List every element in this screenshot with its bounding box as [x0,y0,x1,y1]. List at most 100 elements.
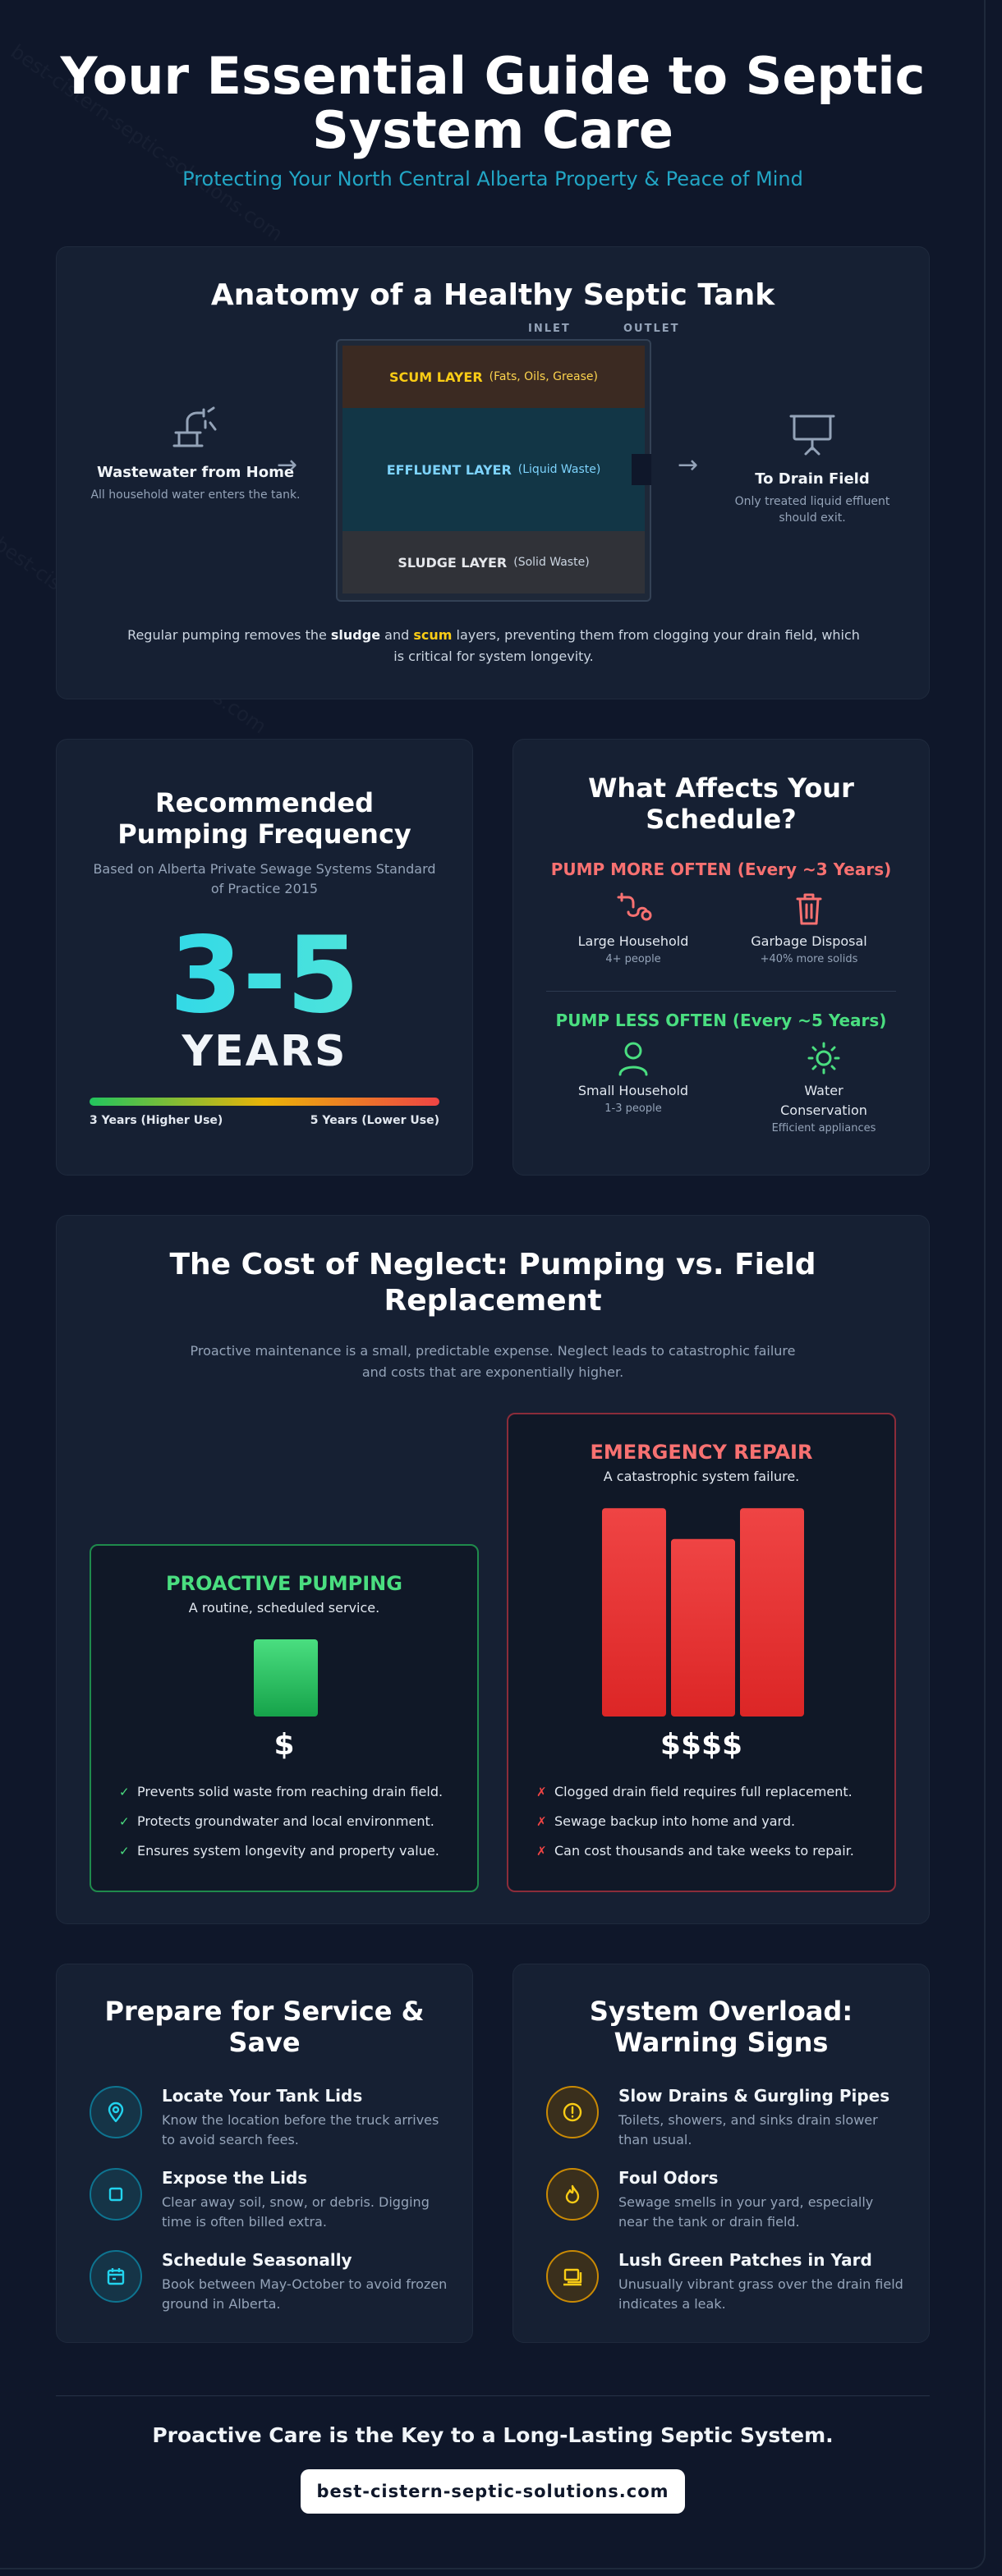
cost-bar [740,1508,804,1717]
sign-title: Foul Odors [618,2168,719,2188]
effluent-layer: EFFLUENT LAYER (Liquid Waste) [342,408,645,531]
wastewater-description: All household water enters the tank. [90,488,301,502]
emergency-repair-panel: EMERGENCY REPAIR A catastrophic system f… [507,1413,896,1892]
emergency-consequences: ✗ Clogged drain field requires full repla… [536,1777,878,1866]
effluent-layer-detail: (Liquid Waste) [517,463,601,476]
benefit-item: ✓ Protects groundwater and local environm… [119,1807,461,1836]
factor-name: Water Conservation [780,1083,867,1118]
inlet-label: INLET [528,323,571,335]
check-icon: ✓ [119,1785,130,1799]
proactive-heading: PROACTIVE PUMPING [166,1572,402,1595]
calendar-icon [90,2250,142,2303]
prepare-step: Schedule Seasonally Book between May-Oct… [90,2250,448,2316]
step-title: Locate Your Tank Lids [162,2086,363,2106]
prepare-service-card: Prepare for Service & Save Locate Your T… [56,1964,473,2343]
step-title: Schedule Seasonally [162,2250,352,2270]
x-icon: ✗ [536,1844,547,1859]
step-description: Book between May-October to avoid frozen… [162,2276,448,2312]
grass-icon [546,2250,599,2303]
cost-subtitle: Proactive maintenance is a small, predic… [190,1343,796,1380]
consequence-item: ✗ Sewage backup into home and yard. [536,1807,878,1836]
anatomy-title: Anatomy of a Healthy Septic Tank [210,278,775,312]
footer-tagline: Proactive Care is the Key to a Long-Last… [152,2423,834,2447]
page-subtitle: Protecting Your North Central Alberta Pr… [182,167,803,190]
frequency-subtitle: Based on Alberta Private Sewage Systems … [93,861,436,896]
emergency-subheading: A catastrophic system failure. [603,1469,800,1484]
arrow-right-icon: → [277,451,298,479]
factor-detail: 1-3 people [604,1102,662,1115]
factor-detail: +40% more solids [760,953,858,965]
scum-layer: SCUM LAYER (Fats, Oils, Grease) [342,346,645,408]
divider [546,991,896,992]
cost-title: The Cost of Neglect: Pumping vs. Field R… [169,1248,816,1318]
prepare-step: Locate Your Tank Lids Know the location … [90,2086,448,2152]
frequency-title: Recommended Pumping Frequency [117,787,411,850]
sludge-layer-detail: (Solid Waste) [513,556,590,569]
benefit-item: ✓ Prevents solid waste from reaching drai… [119,1777,461,1807]
affects-title: What Affects Your Schedule? [588,772,854,835]
anatomy-card: Anatomy of a Healthy Septic Tank Wastewa… [56,246,930,699]
factor-detail: 4+ people [605,953,661,965]
frequency-min-label: 3 Years (Higher Use) [90,1114,223,1127]
square-icon [90,2168,142,2221]
drain-field-description: Only treated liquid effluent should exit… [734,495,890,525]
frequency-value: 3-5 [57,919,472,1034]
drain-field-destination: To Drain Field Only treated liquid efflu… [730,411,894,526]
website-link-button[interactable]: best-cistern-septic-solutions.com [301,2469,685,2514]
step-title: Expose the Lids [162,2168,308,2188]
pumping-frequency-card: Recommended Pumping Frequency Based on A… [56,739,473,1176]
factor-water-conservation: Water Conservation Efficient appliances [766,1040,881,1137]
frequency-max-label: 5 Years (Lower Use) [310,1114,439,1127]
emergency-price: $$$$ [660,1728,743,1762]
check-icon: ✓ [119,1814,130,1829]
sign-description: Unusually vibrant grass over the drain f… [618,2276,903,2312]
cost-bar [671,1538,735,1717]
prepare-title: Prepare for Service & Save [104,1996,425,2058]
warning-title: System Overload: Warning Signs [589,1996,853,2058]
warning-sign: Foul Odors Sewage smells in your yard, e… [546,2168,904,2234]
drain-field-label: To Drain Field [755,470,870,488]
sun-bulb-icon [807,1042,840,1075]
scum-highlight: scum [413,627,453,643]
cost-bar [254,1639,318,1717]
check-icon: ✓ [119,1844,130,1859]
wastewater-label: Wastewater from Home [96,464,295,481]
warning-sign: Lush Green Patches in Yard Unusually vib… [546,2250,904,2316]
scum-layer-detail: (Fats, Oils, Grease) [489,370,598,383]
proactive-benefits: ✓ Prevents solid waste from reaching drai… [119,1777,461,1866]
schedule-factors-card: What Affects Your Schedule? PUMP MORE OF… [512,739,930,1176]
x-icon: ✗ [536,1785,547,1799]
emergency-cost-bars [602,1508,804,1717]
consequence-item: ✗ Can cost thousands and take weeks to re… [536,1836,878,1866]
wastewater-source: Wastewater from Home All household water… [90,405,301,503]
sludge-layer: SLUDGE LAYER (Solid Waste) [342,531,645,594]
benefit-item: ✓ Ensures system longevity and property v… [119,1836,461,1866]
sign-description: Toilets, showers, and sinks drain slower… [618,2112,878,2147]
trash-icon [796,893,822,925]
factor-name: Garbage Disposal [751,933,867,949]
map-pin-icon [90,2086,142,2138]
emergency-heading: EMERGENCY REPAIR [590,1441,813,1464]
sign-title: Lush Green Patches in Yard [618,2250,872,2270]
cost-bar [602,1508,666,1717]
prepare-step: Expose the Lids Clear away soil, snow, o… [90,2168,448,2234]
pump-more-heading: PUMP MORE OFTEN (Every ~3 Years) [550,859,892,879]
faucet-icon [172,406,217,447]
anatomy-note: Regular pumping removes the sludge and s… [127,627,860,664]
factor-name: Large Household [577,933,689,949]
footer-divider [56,2395,930,2396]
factor-large-household: Large Household 4+ people [551,891,715,968]
factor-small-household: Small Household 1-3 people [551,1040,715,1117]
frequency-unit: YEARS [182,1027,347,1076]
arrow-right-icon: → [678,451,699,479]
sign-title: Slow Drains & Gurgling Pipes [618,2086,890,2106]
sludge-highlight: sludge [330,627,381,643]
outlet-label: OUTLET [623,323,680,335]
factor-garbage-disposal: Garbage Disposal +40% more solids [727,891,891,968]
proactive-price: $ [273,1728,295,1762]
step-description: Clear away soil, snow, or debris. Diggin… [162,2194,430,2230]
warning-signs-card: System Overload: Warning Signs Slow Drai… [512,1964,930,2343]
warning-sign: Slow Drains & Gurgling Pipes Toilets, sh… [546,2086,904,2152]
cost-comparison-card: The Cost of Neglect: Pumping vs. Field R… [56,1215,930,1924]
